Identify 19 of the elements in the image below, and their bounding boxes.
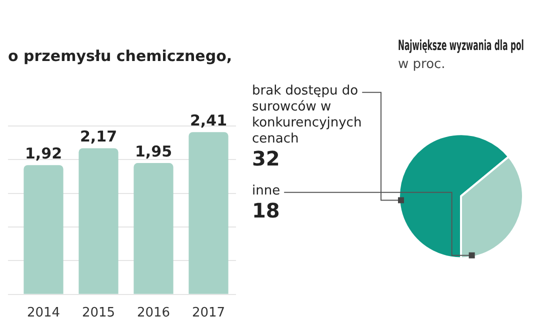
chart-subtitle: w proc. <box>398 56 446 72</box>
bar <box>78 148 118 294</box>
chart-title: Największe wyzwania dla pol <box>398 38 524 54</box>
bar <box>134 163 174 294</box>
data-label: 2,41 <box>190 111 228 130</box>
x-tick-label: 2015 <box>82 306 116 321</box>
x-tick-label: 2014 <box>26 306 60 321</box>
data-label: 18 <box>252 198 280 223</box>
data-label: 1,95 <box>134 142 172 160</box>
bar <box>24 165 64 294</box>
chart-title: o przemysłu chemicznego, <box>8 46 232 65</box>
x-tick-label: 2017 <box>192 306 226 321</box>
x-tick-label: 2016 <box>136 306 170 321</box>
data-label: 2,17 <box>80 128 118 146</box>
data-label: 1,92 <box>24 144 62 162</box>
data-label: 32 <box>252 146 280 171</box>
slice-label: brak dostępu do surowców w konkurencyjnych cenach <box>252 83 362 146</box>
slice-label: inne <box>252 183 280 198</box>
bar <box>188 132 228 294</box>
